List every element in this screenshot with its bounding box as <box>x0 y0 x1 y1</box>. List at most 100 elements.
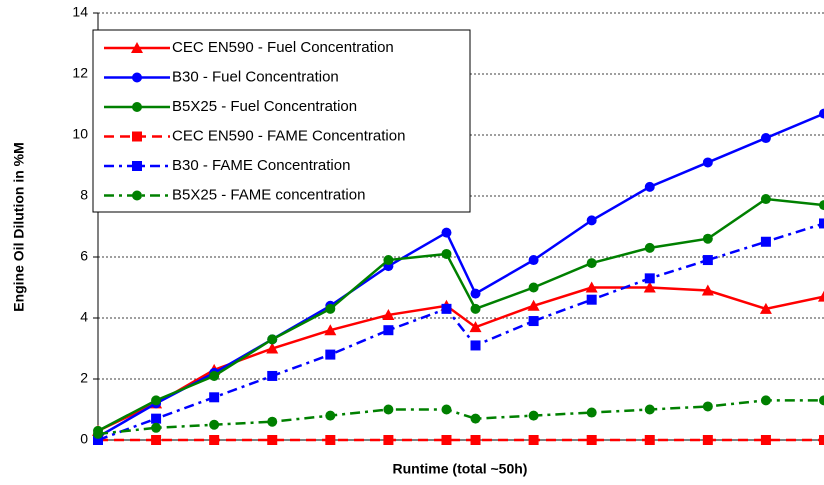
legend-text: CEC EN590 - Fuel Concentration <box>172 39 394 56</box>
marker <box>702 157 713 168</box>
marker <box>760 395 771 406</box>
marker <box>586 294 597 305</box>
marker <box>132 131 142 142</box>
series-line <box>97 222 824 442</box>
marker <box>132 190 142 201</box>
series-line <box>97 286 824 432</box>
marker <box>267 370 278 381</box>
marker <box>586 215 597 226</box>
marker <box>151 413 162 424</box>
marker <box>469 321 482 333</box>
marker <box>151 395 162 406</box>
marker <box>151 435 162 445</box>
series-line <box>97 197 824 432</box>
marker <box>267 334 278 345</box>
marker <box>382 308 395 320</box>
y-tick-label: 8 <box>80 187 88 203</box>
marker <box>702 401 713 412</box>
x-axis-title: Runtime (total ~50h) <box>393 461 528 477</box>
marker <box>760 435 771 445</box>
marker <box>702 233 713 244</box>
marker <box>643 281 656 293</box>
marker <box>701 284 714 296</box>
marker <box>819 218 824 229</box>
marker <box>441 435 452 445</box>
marker <box>586 258 597 269</box>
marker <box>819 435 824 445</box>
marker <box>93 435 103 445</box>
marker <box>470 413 481 424</box>
marker <box>702 255 713 266</box>
legend-text: CEC EN590 - FAME Concentration <box>172 127 405 144</box>
marker <box>528 435 539 445</box>
marker <box>441 227 452 238</box>
y-tick-label: 4 <box>80 309 88 325</box>
marker <box>818 290 824 302</box>
marker <box>93 428 103 439</box>
y-tick-label: 14 <box>72 4 88 20</box>
marker <box>760 194 771 205</box>
marker <box>760 133 771 144</box>
marker <box>209 370 220 381</box>
marker <box>702 435 713 445</box>
marker <box>528 316 539 327</box>
marker <box>383 255 394 266</box>
y-tick-label: 10 <box>72 126 88 142</box>
legend-box <box>92 29 471 213</box>
marker <box>325 410 336 421</box>
legend-text: B5X25 - FAME concentration <box>172 186 365 203</box>
marker <box>528 410 539 421</box>
marker <box>528 255 539 266</box>
marker <box>325 349 336 360</box>
y-tick-label: 12 <box>72 65 88 81</box>
marker <box>644 435 655 445</box>
marker <box>132 102 142 112</box>
marker <box>151 422 162 433</box>
marker <box>586 407 597 418</box>
marker <box>209 419 220 430</box>
y-tick-label: 2 <box>80 370 88 386</box>
series-line <box>97 399 824 436</box>
marker <box>760 236 771 247</box>
marker <box>132 161 142 171</box>
marker <box>441 303 452 314</box>
legend-text: B5X25 - Fuel Concentration <box>172 98 357 115</box>
marker <box>131 42 143 53</box>
marker <box>267 416 278 427</box>
marker <box>209 435 220 445</box>
marker <box>470 435 481 445</box>
marker <box>819 108 824 119</box>
marker <box>470 340 481 351</box>
marker <box>644 273 655 284</box>
marker <box>527 299 540 311</box>
marker <box>132 72 142 83</box>
y-tick-label: 0 <box>80 431 88 447</box>
marker <box>819 200 824 211</box>
marker <box>383 404 394 415</box>
marker <box>266 342 279 354</box>
marker <box>470 288 481 299</box>
marker <box>585 281 598 293</box>
legend-text: B30 - FAME Concentration <box>172 157 350 174</box>
marker <box>644 242 655 253</box>
marker <box>383 325 394 336</box>
marker <box>759 302 772 314</box>
marker <box>644 404 655 415</box>
y-tick-label: 6 <box>80 248 88 264</box>
marker <box>383 435 394 445</box>
marker <box>324 324 337 336</box>
marker <box>644 181 655 192</box>
y-axis-title: Engine Oil Dilution in %M <box>11 142 27 312</box>
legend-text: B30 - Fuel Concentration <box>172 68 339 85</box>
marker <box>441 248 452 259</box>
marker <box>325 303 336 314</box>
marker <box>586 435 597 445</box>
marker <box>325 435 336 445</box>
series-line <box>97 112 824 439</box>
marker <box>209 392 220 403</box>
marker <box>819 395 824 406</box>
marker <box>528 282 539 293</box>
marker <box>267 435 278 445</box>
marker <box>470 303 481 314</box>
